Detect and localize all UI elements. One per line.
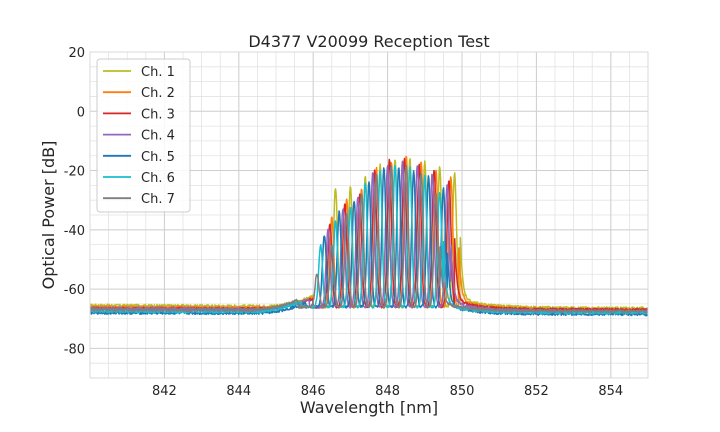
legend-label: Ch. 5 <box>141 150 175 165</box>
legend-label: Ch. 1 <box>141 65 175 80</box>
legend-label: Ch. 3 <box>141 107 175 122</box>
y-axis-label: Optical Power [dB] <box>39 141 58 290</box>
x-tick-label: 842 <box>152 384 177 399</box>
x-tick-label: 850 <box>450 384 475 399</box>
legend-label: Ch. 7 <box>141 192 175 207</box>
legend-box <box>96 58 191 213</box>
legend-label: Ch. 2 <box>141 86 175 101</box>
x-tick-label: 854 <box>598 384 623 399</box>
plot-area <box>90 155 648 317</box>
x-tick-label: 848 <box>375 384 400 399</box>
chart-title: D4377 V20099 Reception Test <box>248 32 489 51</box>
plot-frame <box>89 51 649 379</box>
series-line-7 <box>90 164 648 314</box>
legend-label: Ch. 4 <box>141 129 175 144</box>
y-tick-label: -20 <box>64 165 85 180</box>
x-tick-label: 844 <box>226 384 251 399</box>
x-axis-label: Wavelength [nm] <box>300 398 438 417</box>
x-tick-label: 852 <box>524 384 549 399</box>
y-tick-label: 20 <box>68 46 85 61</box>
y-tick-label: -80 <box>64 342 85 357</box>
y-tick-label: -40 <box>64 224 85 239</box>
series-lines <box>90 155 648 317</box>
legend: Ch. 1 Ch. 2 Ch. 3 Ch. 4 Ch. 5 Ch. 6 Ch. 7 <box>96 58 191 213</box>
x-tick-label: 846 <box>301 384 326 399</box>
tick-labels: 842 844 846 848 850 852 854 20 0 -20 -40 -60 -80 <box>64 46 623 399</box>
y-tick-label: 0 <box>77 105 85 120</box>
legend-label: Ch. 6 <box>141 171 175 186</box>
y-tick-label: -60 <box>64 283 85 298</box>
